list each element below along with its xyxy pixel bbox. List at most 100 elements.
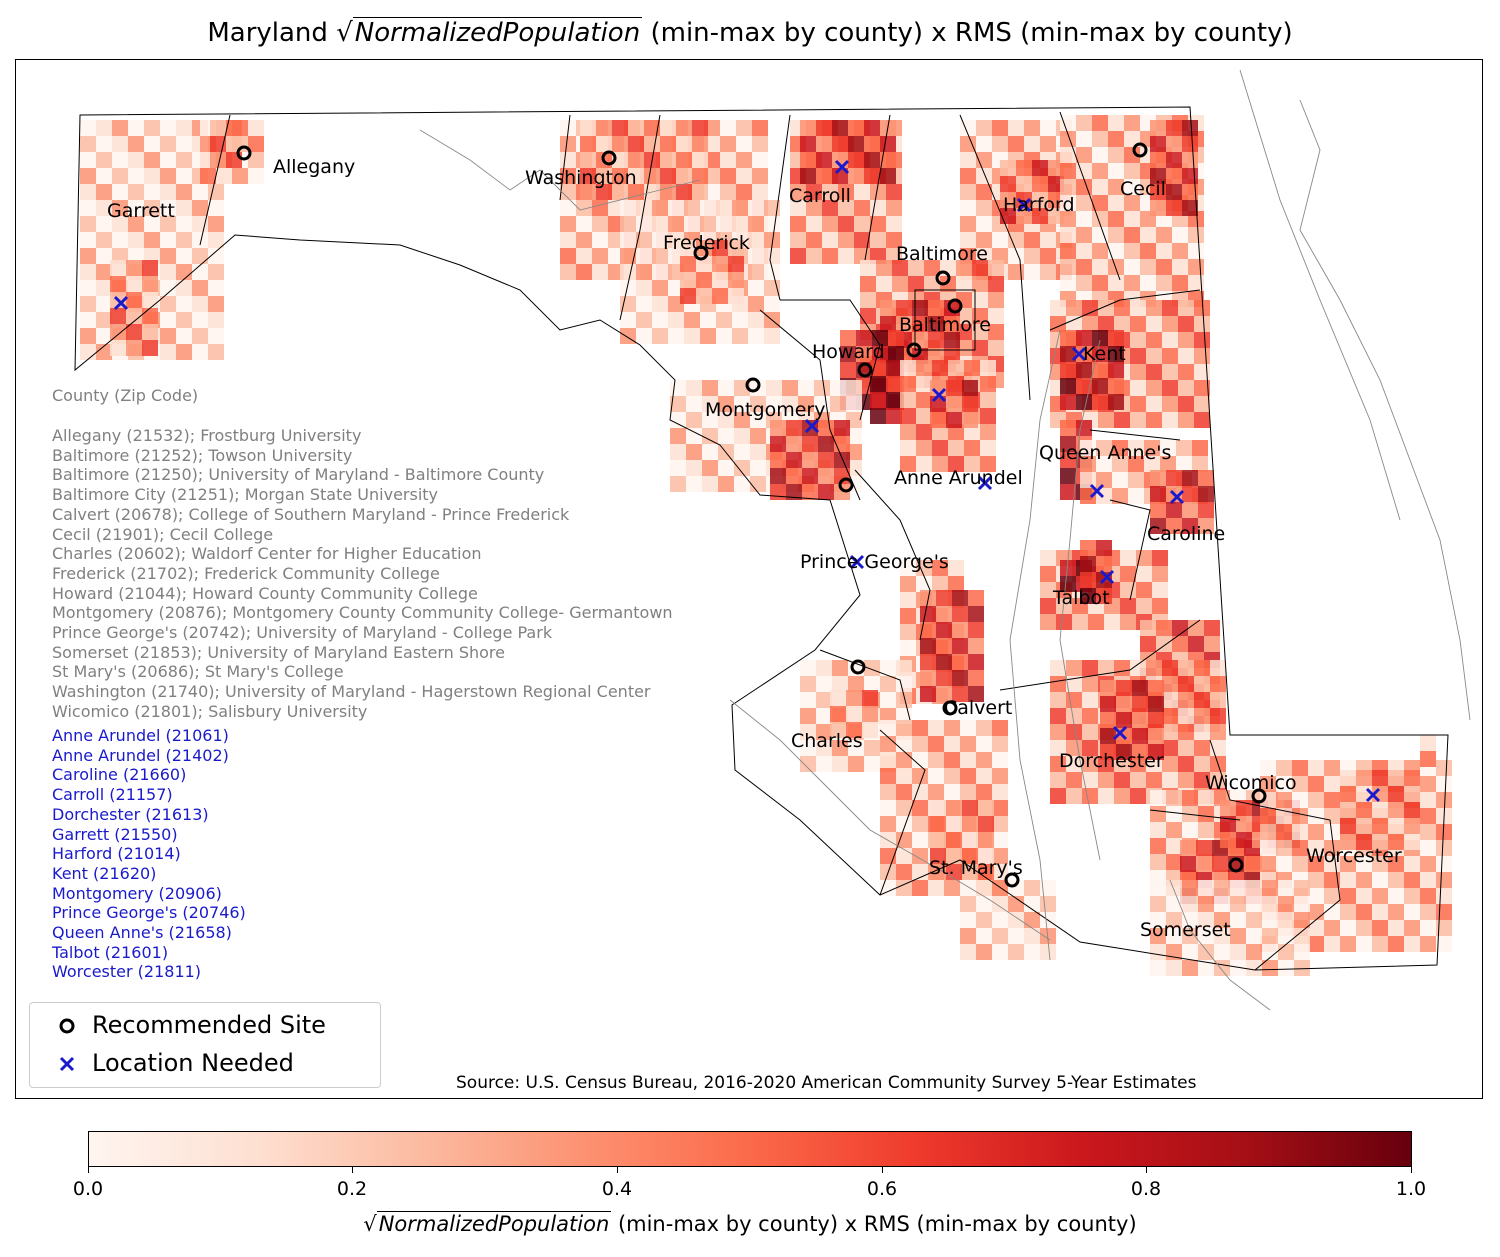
heat-cell bbox=[1008, 136, 1024, 152]
heat-cell bbox=[734, 460, 750, 476]
location-needed-marker bbox=[113, 295, 129, 311]
location-needed-marker bbox=[977, 475, 993, 491]
location-needed-item: Worcester (21811) bbox=[52, 962, 202, 982]
heat-cell bbox=[944, 720, 960, 736]
heat-cell bbox=[734, 428, 750, 444]
heat-cell bbox=[692, 120, 708, 136]
heat-cell bbox=[816, 168, 832, 184]
heat-cell bbox=[846, 722, 862, 738]
heat-cell bbox=[1128, 488, 1144, 504]
heat-cell bbox=[718, 476, 734, 492]
heat-cell bbox=[1194, 412, 1210, 428]
heat-cell bbox=[962, 816, 978, 832]
potomac-north bbox=[419, 129, 701, 211]
heat-cell bbox=[732, 328, 748, 344]
heat-cell bbox=[800, 708, 816, 724]
heat-cell bbox=[110, 324, 126, 340]
heat-cell bbox=[80, 168, 96, 184]
heat-cell bbox=[192, 312, 208, 328]
heat-cell bbox=[208, 296, 224, 312]
heat-cell bbox=[718, 412, 734, 428]
heat-cell bbox=[1276, 824, 1292, 840]
location-needed-marker bbox=[804, 418, 820, 434]
heat-cell bbox=[834, 420, 850, 436]
heat-cell bbox=[208, 200, 224, 216]
heat-cell bbox=[880, 784, 896, 800]
heat-cell bbox=[1040, 896, 1056, 912]
heat-cell bbox=[976, 944, 992, 960]
heat-cell bbox=[1050, 724, 1066, 740]
heat-cell bbox=[1198, 896, 1214, 912]
heat-cell bbox=[1124, 115, 1140, 131]
heat-cell bbox=[854, 216, 870, 232]
heat-cell bbox=[592, 232, 608, 248]
heat-cell bbox=[800, 120, 816, 136]
heat-cell bbox=[932, 456, 948, 472]
heat-cell bbox=[1194, 396, 1210, 412]
heat-cell bbox=[208, 344, 224, 360]
x-mark-icon bbox=[52, 1049, 92, 1077]
heat-cell bbox=[1108, 362, 1124, 378]
heat-cell bbox=[976, 216, 992, 232]
heat-cell bbox=[128, 232, 144, 248]
heat-cell bbox=[1308, 792, 1324, 808]
heat-cell bbox=[636, 216, 652, 232]
heat-cell bbox=[1060, 179, 1076, 195]
heat-cell bbox=[734, 396, 750, 412]
heat-cell bbox=[700, 312, 716, 328]
heat-cell bbox=[1194, 660, 1210, 676]
heat-cell bbox=[160, 248, 176, 264]
heat-cell bbox=[770, 436, 786, 452]
heat-cell bbox=[948, 360, 964, 376]
heat-cell bbox=[912, 720, 928, 736]
heat-cell bbox=[1100, 712, 1116, 728]
heat-cell bbox=[912, 880, 928, 896]
heat-cell bbox=[660, 168, 676, 184]
heat-cell bbox=[1308, 776, 1324, 792]
heat-cell bbox=[1172, 636, 1188, 652]
heat-cell bbox=[1132, 744, 1148, 760]
heat-cell bbox=[960, 168, 976, 184]
heat-cell bbox=[702, 444, 718, 460]
heat-cell bbox=[1132, 712, 1148, 728]
heat-cell bbox=[1150, 944, 1166, 960]
heat-cell bbox=[1066, 316, 1082, 332]
heat-cell bbox=[806, 216, 822, 232]
heat-cell bbox=[596, 184, 612, 200]
heat-cell bbox=[680, 240, 696, 256]
heat-cell bbox=[1198, 960, 1214, 976]
heat-cell bbox=[1180, 856, 1196, 872]
heat-cell bbox=[976, 120, 992, 136]
colorbar-tick-label: 1.0 bbox=[1395, 1178, 1427, 1200]
heat-cell bbox=[1278, 960, 1294, 976]
heat-cell bbox=[806, 200, 822, 216]
heat-cell bbox=[900, 376, 916, 392]
heat-cell bbox=[142, 292, 158, 308]
heat-cell bbox=[1150, 502, 1166, 518]
heat-cell bbox=[992, 120, 1008, 136]
county-label-worcester: Worcester bbox=[1306, 845, 1402, 867]
heat-cell bbox=[612, 184, 628, 200]
heat-cell bbox=[1096, 472, 1112, 488]
heat-cell bbox=[1060, 560, 1076, 576]
heat-cell bbox=[1308, 920, 1324, 936]
heat-cell bbox=[1150, 184, 1166, 200]
heat-cell bbox=[896, 880, 912, 896]
heat-cell bbox=[1308, 840, 1324, 856]
heat-cell bbox=[1066, 692, 1082, 708]
heat-cell bbox=[1188, 259, 1204, 275]
heat-cell bbox=[848, 676, 864, 692]
heat-cell bbox=[1308, 936, 1324, 952]
heat-cell bbox=[1198, 880, 1214, 896]
heat-cell bbox=[1198, 928, 1214, 944]
heat-cell bbox=[1162, 396, 1178, 412]
heat-cell bbox=[978, 832, 994, 848]
heat-cell bbox=[1194, 676, 1210, 692]
heat-cell bbox=[956, 276, 972, 292]
heat-cell bbox=[1114, 660, 1130, 676]
heat-cell bbox=[1076, 275, 1092, 291]
heat-cell bbox=[872, 346, 888, 362]
heat-cell bbox=[1292, 824, 1308, 840]
heat-cell bbox=[1178, 756, 1194, 772]
heat-cell bbox=[896, 692, 912, 708]
